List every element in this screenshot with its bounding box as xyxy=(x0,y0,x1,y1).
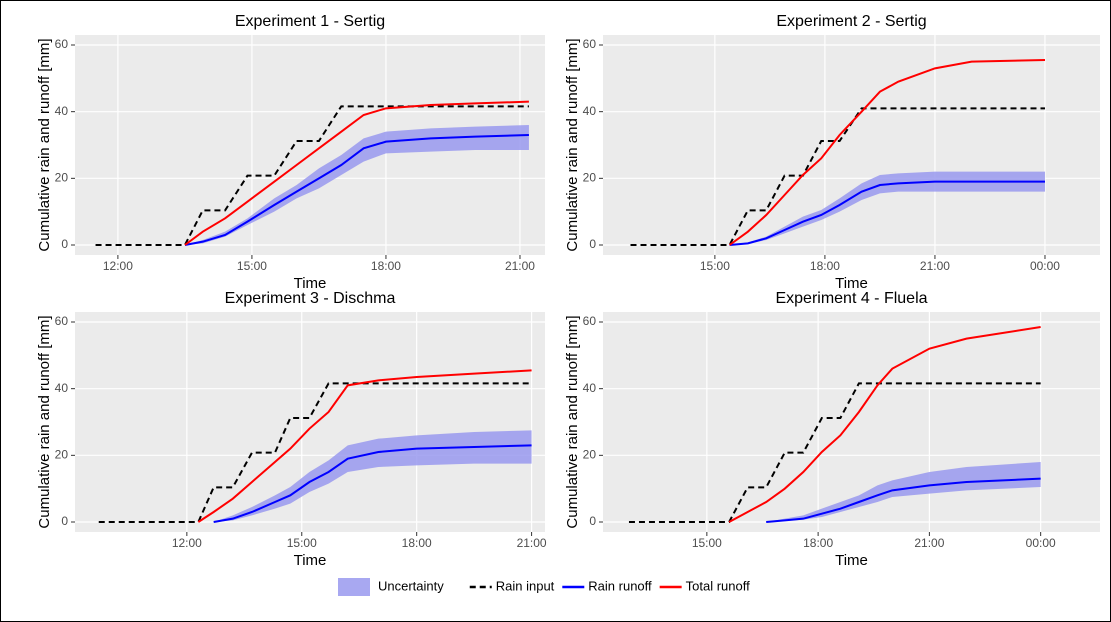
y-axis-label: Cumulative rain and runoff [mm] xyxy=(36,315,53,528)
plot-background xyxy=(603,35,1100,255)
series-line xyxy=(197,369,532,523)
uncertainty-band xyxy=(766,462,1041,522)
y-tick-label: 60 xyxy=(583,37,597,51)
y-tick-label: 0 xyxy=(589,514,596,528)
y-tick-label: 20 xyxy=(583,448,597,462)
y-tick-label: 40 xyxy=(583,381,597,395)
legend-label: Rain runoff xyxy=(588,578,652,593)
series-line xyxy=(729,180,1045,246)
y-axis-label: Cumulative rain and runoff [mm] xyxy=(564,38,581,251)
y-tick-label: 40 xyxy=(583,104,597,118)
x-tick-label: 21:00 xyxy=(914,536,944,550)
y-tick-label: 20 xyxy=(55,448,69,462)
uncertainty-band xyxy=(729,171,1045,245)
x-tick-label: 00:00 xyxy=(1030,259,1060,273)
series-line xyxy=(628,382,1041,523)
x-tick-label: 00:00 xyxy=(1026,536,1056,550)
x-tick-label: 15:00 xyxy=(237,259,267,273)
y-tick-label: 20 xyxy=(55,171,69,185)
y-axis-label: Cumulative rain and runoff [mm] xyxy=(36,38,53,251)
plot-background xyxy=(75,312,545,532)
x-tick-label: 18:00 xyxy=(402,536,432,550)
series-line xyxy=(184,134,529,246)
x-axis-label: Time xyxy=(835,552,868,569)
legend-label: Uncertainty xyxy=(378,578,444,593)
y-tick-label: 20 xyxy=(583,171,597,185)
series-line xyxy=(213,444,532,523)
x-tick-label: 15:00 xyxy=(700,259,730,273)
x-tick-label: 18:00 xyxy=(371,259,401,273)
x-tick-label: 15:00 xyxy=(287,536,317,550)
x-tick-label: 18:00 xyxy=(810,259,840,273)
series-line xyxy=(184,100,529,246)
panel-title: Experiment 2 - Sertig xyxy=(776,13,926,30)
y-tick-label: 0 xyxy=(61,514,68,528)
series-line xyxy=(728,59,1046,246)
panel-title: Experiment 1 - Sertig xyxy=(235,13,385,30)
x-axis-label: Time xyxy=(835,275,868,292)
legend-label: Total runoff xyxy=(686,578,750,593)
x-tick-label: 21:00 xyxy=(517,536,547,550)
y-tick-label: 60 xyxy=(583,314,597,328)
series-line xyxy=(766,477,1041,523)
x-tick-label: 12:00 xyxy=(172,536,202,550)
y-tick-label: 40 xyxy=(55,381,69,395)
panel-title: Experiment 3 - Dischma xyxy=(225,290,396,307)
x-tick-label: 21:00 xyxy=(920,259,950,273)
x-tick-label: 18:00 xyxy=(803,536,833,550)
x-tick-label: 12:00 xyxy=(103,259,133,273)
series-line xyxy=(630,107,1045,246)
y-tick-label: 0 xyxy=(589,237,596,251)
uncertainty-band xyxy=(213,430,532,522)
series-line xyxy=(98,382,532,523)
legend-label: Rain input xyxy=(496,578,555,593)
y-tick-label: 0 xyxy=(61,237,68,251)
panel-title: Experiment 4 - Fluela xyxy=(775,290,927,307)
y-tick-label: 60 xyxy=(55,314,69,328)
y-axis-label: Cumulative rain and runoff [mm] xyxy=(564,315,581,528)
x-tick-label: 21:00 xyxy=(505,259,535,273)
series-line xyxy=(728,326,1041,523)
y-tick-label: 60 xyxy=(55,37,69,51)
x-tick-label: 15:00 xyxy=(692,536,722,550)
x-axis-label: Time xyxy=(294,275,327,292)
y-tick-label: 40 xyxy=(55,104,69,118)
x-axis-label: Time xyxy=(294,552,327,569)
legend-key xyxy=(338,578,370,596)
